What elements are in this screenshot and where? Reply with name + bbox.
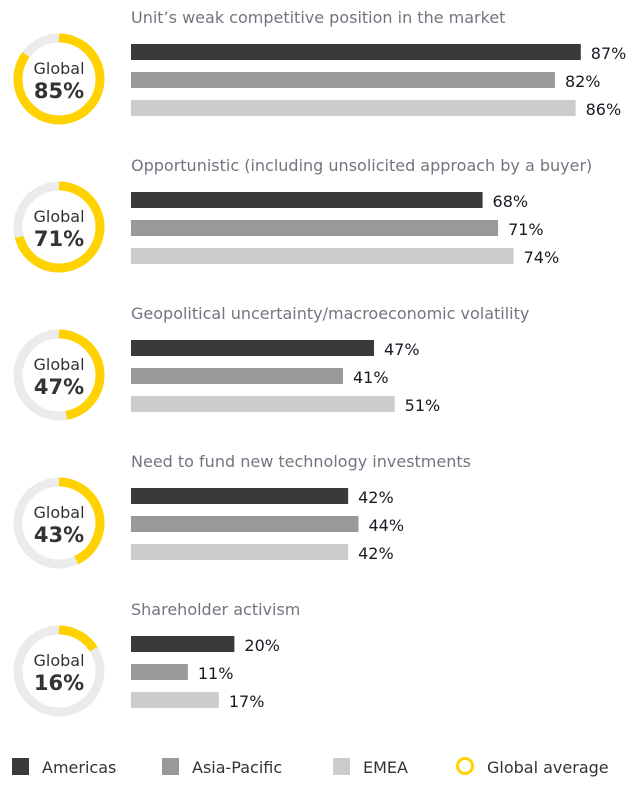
bar-value-label: 51% (405, 396, 441, 415)
donut-global-arc (13, 625, 105, 717)
bar-americas (131, 488, 349, 504)
donut-global-value: 71% (34, 227, 84, 251)
legend-label: Asia-Pacific (192, 758, 282, 777)
donut-global-arc (13, 477, 105, 569)
bar-value-label: 71% (508, 220, 544, 239)
donut-global-arc (13, 181, 105, 273)
bar-emea (131, 544, 349, 560)
bar-americas (131, 44, 581, 60)
donut-global-word: Global (33, 503, 84, 522)
bar-emea (131, 692, 219, 708)
donut-global-word: Global (33, 651, 84, 670)
donut-global-value: 16% (34, 671, 84, 695)
legend-swatch (162, 758, 179, 775)
legend-swatch (333, 758, 350, 775)
legend-label: Global average (487, 758, 609, 777)
donut-global-word: Global (33, 355, 84, 374)
bar-value-label: 41% (353, 368, 389, 387)
bar-asia-pacific (131, 72, 555, 88)
legend-global-icon (456, 757, 474, 775)
bar-value-label: 42% (358, 544, 394, 563)
bar-value-label: 47% (384, 340, 420, 359)
bar-americas (131, 192, 483, 208)
legend-label: EMEA (363, 758, 408, 777)
bar-value-label: 20% (244, 636, 280, 655)
bar-value-label: 82% (565, 72, 601, 91)
bar-emea (131, 248, 514, 264)
bar-value-label: 11% (198, 664, 234, 683)
group-title: Unit’s weak competitive position in the … (131, 8, 505, 27)
bar-value-label: 87% (591, 44, 627, 63)
donut-global-word: Global (33, 207, 84, 226)
bar-asia-pacific (131, 220, 499, 236)
bar-value-label: 86% (586, 100, 622, 119)
bar-americas (131, 636, 235, 652)
bar-asia-pacific (131, 368, 343, 384)
bar-asia-pacific (131, 516, 359, 532)
donut-global-value: 85% (34, 79, 84, 103)
donut-global-arc (13, 33, 105, 125)
legend-swatch (12, 758, 29, 775)
group-title: Need to fund new technology investments (131, 452, 471, 471)
group-title: Shareholder activism (131, 600, 300, 619)
bar-emea (131, 396, 395, 412)
bar-value-label: 17% (229, 692, 265, 711)
bar-value-label: 74% (524, 248, 560, 267)
group-title: Geopolitical uncertainty/macroeconomic v… (131, 304, 529, 323)
bar-value-label: 44% (368, 516, 404, 535)
donut-global-value: 47% (34, 375, 84, 399)
legend-label: Americas (42, 758, 116, 777)
donut-global-value: 43% (34, 523, 84, 547)
donut-global-word: Global (33, 59, 84, 78)
bar-value-label: 68% (493, 192, 529, 211)
bar-americas (131, 340, 374, 356)
donut-global-arc (13, 329, 105, 421)
bar-emea (131, 100, 576, 116)
group-title: Opportunistic (including unsolicited app… (131, 156, 592, 175)
bar-value-label: 42% (358, 488, 394, 507)
bar-asia-pacific (131, 664, 188, 680)
